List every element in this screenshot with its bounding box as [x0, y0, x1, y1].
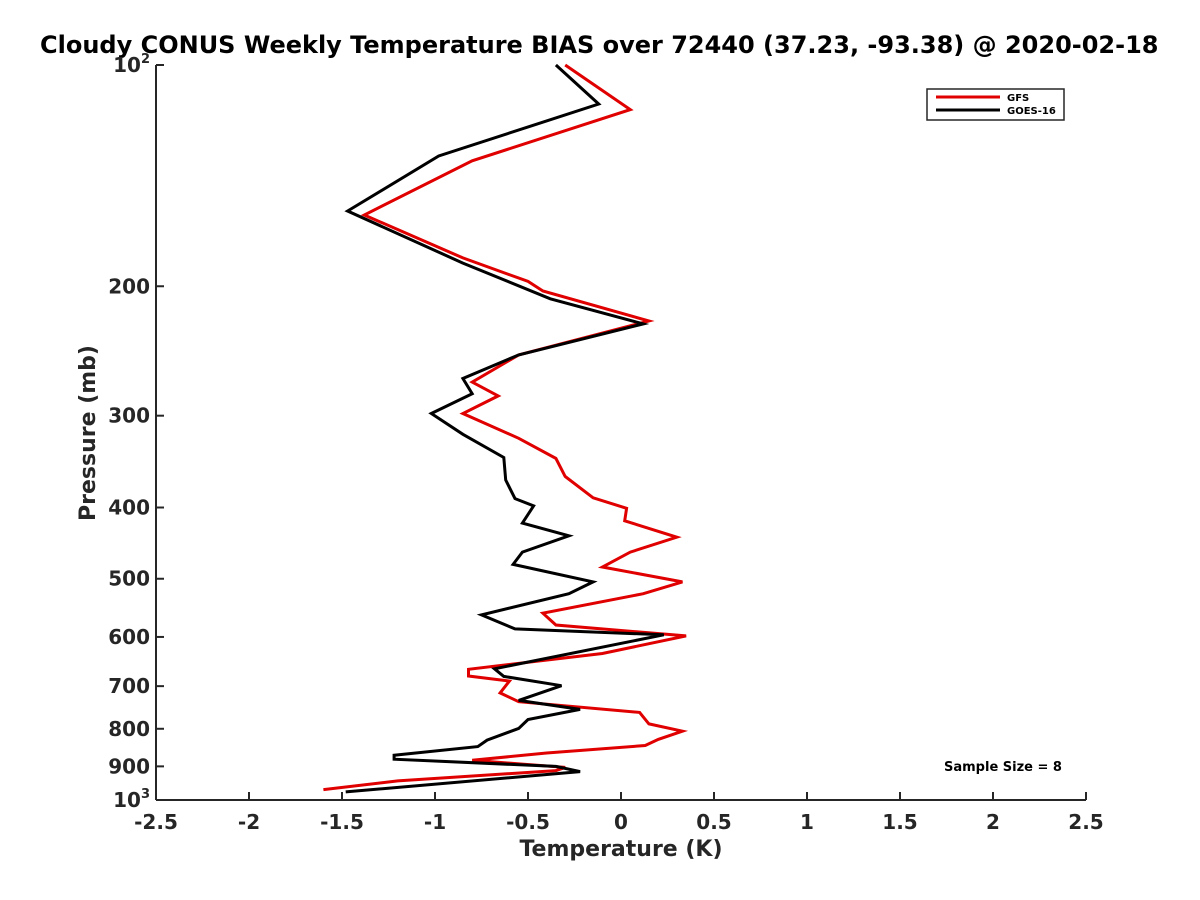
x-tick-label: -0.5	[506, 810, 550, 834]
x-axis-label: Temperature (K)	[519, 837, 722, 862]
y-tick-label: 800	[108, 717, 150, 741]
series-line-gfs	[323, 63, 689, 792]
legend-entry-label: GFS	[1007, 93, 1029, 104]
y-tick-label: 700	[108, 674, 150, 698]
y-axis-label: Pressure (mb)	[76, 345, 101, 521]
x-tick-label: -1.5	[320, 810, 364, 834]
x-tick-label: 2.5	[1068, 810, 1103, 834]
y-tick-label: 300	[108, 404, 150, 428]
series-line-goes-16	[344, 63, 665, 794]
y-tick-label: 200	[108, 274, 150, 298]
y-tick-label: 400	[108, 496, 150, 520]
legend-box	[926, 88, 1065, 121]
y-tick-label: 900	[108, 754, 150, 778]
x-tick-label: 0	[614, 810, 628, 834]
sample-size-annotation: Sample Size = 8	[944, 760, 1062, 775]
y-tick-label: 103	[113, 787, 150, 812]
y-tick-label: 500	[108, 567, 150, 591]
y-tick-label: 600	[108, 625, 150, 649]
axes-layer	[155, 65, 1086, 801]
x-tick-label: 2	[986, 810, 1000, 834]
legend-entry-label: GOES-16	[1007, 106, 1056, 117]
series-layer	[323, 63, 689, 794]
x-ticks: -2.5 -2 -1.5 -1 -0.5 0 0.5 1 1.5 2 2.5	[134, 792, 1104, 834]
chart-title: Cloudy CONUS Weekly Temperature BIAS ove…	[40, 31, 1158, 59]
x-tick-label: -2	[238, 810, 260, 834]
y-tick-label: 102	[113, 52, 150, 77]
x-tick-label: -1	[424, 810, 446, 834]
x-tick-label: 1	[800, 810, 814, 834]
x-tick-label: 0.5	[696, 810, 731, 834]
y-ticks: 102 200 300 400 500 600 700 800 900 103	[108, 52, 164, 812]
x-tick-label: 1.5	[882, 810, 917, 834]
x-tick-label: -2.5	[134, 810, 178, 834]
legend: GFS GOES-16	[926, 88, 1065, 121]
